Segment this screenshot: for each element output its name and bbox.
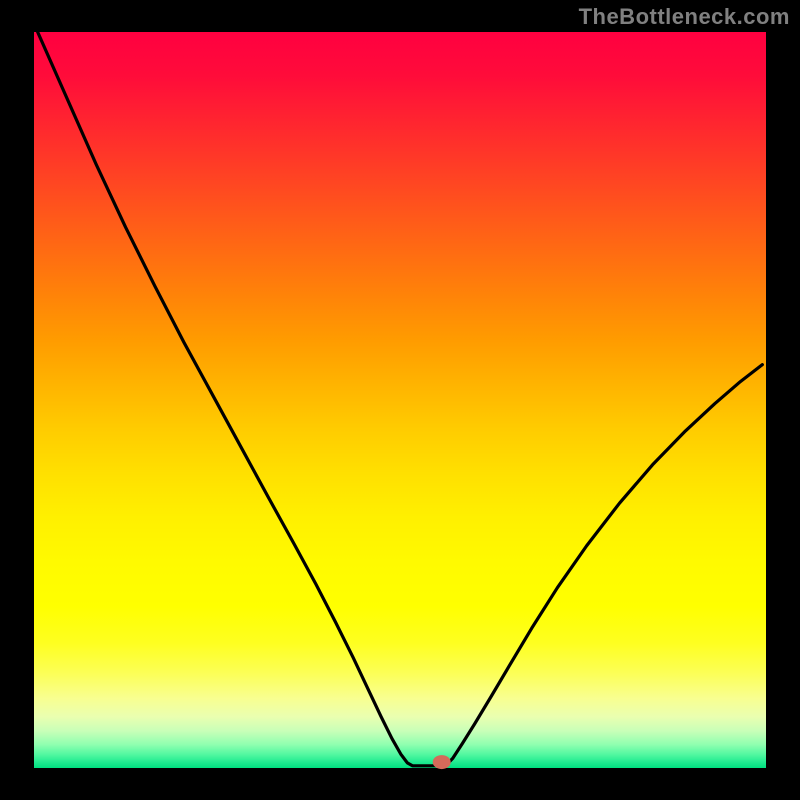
chart-background bbox=[34, 32, 766, 768]
bottleneck-chart bbox=[0, 0, 800, 800]
optimum-marker bbox=[433, 755, 451, 769]
